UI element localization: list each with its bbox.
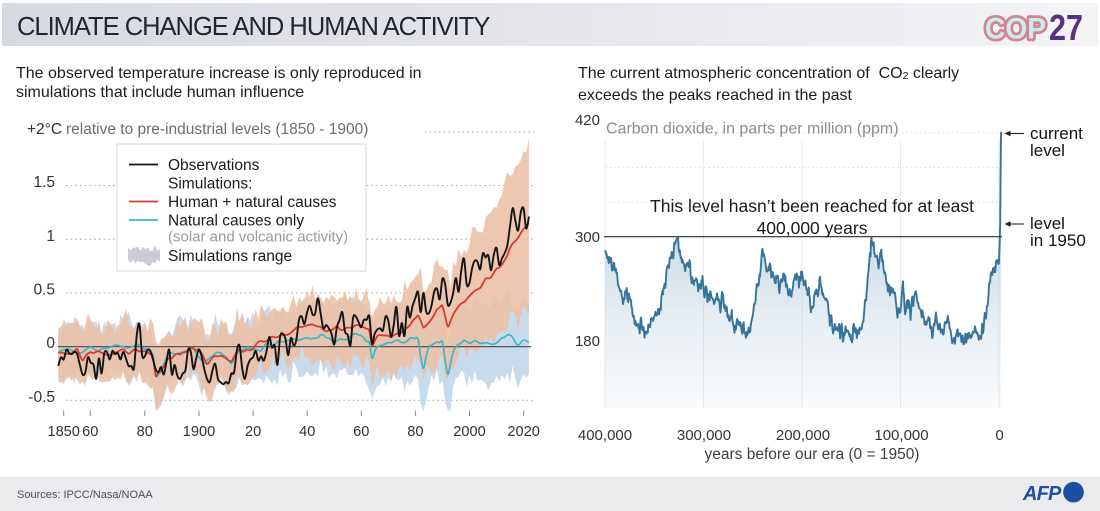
svg-text:60: 60 xyxy=(353,424,369,440)
svg-text:180: 180 xyxy=(575,333,600,350)
svg-text:This level hasn’t been reached: This level hasn’t been reached for at le… xyxy=(650,196,974,216)
svg-text:400,000: 400,000 xyxy=(578,427,632,444)
svg-text:0: 0 xyxy=(46,335,55,352)
svg-text:AFP: AFP xyxy=(1022,483,1062,505)
svg-text:level: level xyxy=(1030,214,1065,233)
svg-text:80: 80 xyxy=(407,424,423,440)
svg-text:0: 0 xyxy=(995,427,1003,444)
svg-text:300,000: 300,000 xyxy=(677,427,731,444)
svg-text:60: 60 xyxy=(82,424,98,440)
svg-text:300: 300 xyxy=(575,229,600,246)
svg-text:+2°C: +2°C xyxy=(27,121,62,138)
svg-text:Observations: Observations xyxy=(168,157,260,174)
svg-text:in 1950: in 1950 xyxy=(1030,231,1086,250)
svg-text:level: level xyxy=(1030,141,1065,160)
svg-text:Natural causes only: Natural causes only xyxy=(168,213,304,230)
svg-text:1900: 1900 xyxy=(183,424,215,440)
svg-text:27: 27 xyxy=(1049,8,1083,44)
svg-text:current: current xyxy=(1030,124,1083,143)
svg-text:20: 20 xyxy=(245,424,261,440)
svg-text:years before our era (0 = 1950: years before our era (0 = 1950) xyxy=(705,446,920,463)
svg-text:1: 1 xyxy=(46,228,55,245)
svg-text:relative to pre-industrial lev: relative to pre-industrial levels (1850 … xyxy=(66,121,368,138)
svg-text:Simulations range: Simulations range xyxy=(168,248,292,265)
svg-text:Human + natural causes: Human + natural causes xyxy=(168,194,337,211)
svg-text:100,000: 100,000 xyxy=(874,427,928,444)
svg-text:Simulations:: Simulations: xyxy=(168,176,252,193)
svg-text:0.5: 0.5 xyxy=(33,282,55,299)
svg-text:1850: 1850 xyxy=(47,424,79,440)
svg-text:2020: 2020 xyxy=(507,424,539,440)
svg-text:1.5: 1.5 xyxy=(33,174,55,191)
svg-text:80: 80 xyxy=(137,424,153,440)
svg-text:40: 40 xyxy=(299,424,315,440)
svg-text:-0.5: -0.5 xyxy=(28,389,55,406)
svg-text:400,000 years: 400,000 years xyxy=(757,218,868,238)
svg-text:Carbon dioxide, in parts per m: Carbon dioxide, in parts per million (pp… xyxy=(606,121,899,138)
svg-text:(solar and volcanic activity): (solar and volcanic activity) xyxy=(168,229,348,246)
svg-text:200,000: 200,000 xyxy=(776,427,830,444)
svg-text:2000: 2000 xyxy=(453,424,485,440)
svg-text:420: 420 xyxy=(575,112,600,129)
svg-text:COP: COP xyxy=(985,13,1046,45)
